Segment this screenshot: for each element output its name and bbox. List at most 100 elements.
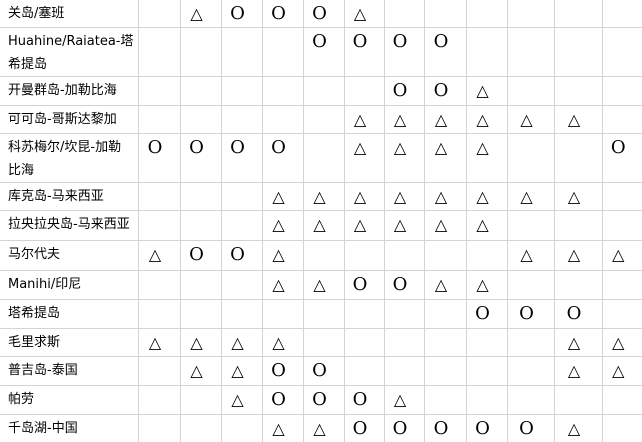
triangle-mark: △ — [476, 110, 489, 129]
circle-mark: O — [312, 31, 327, 52]
triangle-mark: △ — [393, 187, 407, 206]
triangle-mark: △ — [476, 275, 489, 294]
season-cell: △ — [262, 414, 304, 442]
season-cell — [424, 328, 467, 357]
triangle-mark: △ — [567, 245, 581, 264]
table-row: 开曼群岛-加勒比海 O O △ — [0, 76, 642, 106]
season-cell — [466, 385, 508, 415]
season-cell — [303, 133, 345, 183]
season-cell: O — [303, 0, 345, 28]
season-cell: △ — [466, 182, 508, 211]
season-cell — [554, 76, 603, 106]
table-row: 千岛湖-中国 △ △ O O O O O △ — [0, 414, 642, 442]
season-cell — [138, 385, 181, 415]
season-cell — [138, 414, 181, 442]
season-cell: △ — [554, 328, 603, 357]
season-cell — [180, 105, 222, 134]
triangle-mark: △ — [148, 245, 162, 264]
season-cell — [344, 328, 385, 357]
season-cell: O — [262, 133, 304, 183]
circle-mark: O — [392, 31, 408, 52]
table-row: 毛里求斯 △ △ △ △ △ △ — [0, 328, 642, 357]
season-cell — [221, 414, 263, 442]
season-cell — [303, 105, 345, 134]
circle-mark: O — [271, 3, 286, 24]
season-cell — [602, 270, 642, 300]
triangle-mark: △ — [272, 275, 285, 294]
season-cell: △ — [344, 105, 385, 134]
season-cell — [466, 240, 508, 271]
triangle-mark: △ — [272, 187, 285, 206]
circle-mark: O — [312, 3, 327, 24]
season-cell: O — [138, 133, 181, 183]
season-cell — [384, 240, 425, 271]
season-cell — [180, 299, 222, 329]
season-cell: O — [554, 299, 603, 329]
season-cell — [344, 356, 385, 386]
table-row: Manihi/印尼 △ △ O O △ △ — [0, 270, 642, 300]
season-cell — [554, 27, 603, 77]
season-cell — [507, 210, 555, 241]
circle-mark: O — [519, 303, 534, 324]
destination-label: Huahine/Raiatea-塔希提岛 — [0, 27, 139, 77]
destination-label: 塔希提岛 — [0, 299, 139, 329]
triangle-mark: △ — [148, 333, 162, 352]
season-cell — [303, 76, 345, 106]
season-cell — [180, 182, 222, 211]
season-cell — [507, 270, 555, 300]
table-row: 马尔代夫 △ O O △ △ △ △ — [0, 240, 642, 271]
triangle-mark: △ — [353, 215, 367, 234]
table-row: 普吉岛-泰国 △ △ O O △ △ — [0, 356, 642, 386]
season-cell — [344, 76, 385, 106]
season-cell — [602, 414, 642, 442]
table-row: 科苏梅尔/坎昆-加勒比海 O O O O △ △ △ △ O — [0, 133, 642, 183]
triangle-mark: △ — [190, 361, 203, 380]
season-cell — [180, 385, 222, 415]
season-cell: △ — [303, 182, 345, 211]
season-cell: O — [466, 414, 508, 442]
season-cell — [507, 328, 555, 357]
triangle-mark: △ — [567, 333, 581, 352]
season-cell: O — [303, 356, 345, 386]
triangle-mark: △ — [434, 275, 448, 294]
destination-label: 库克岛-马来西亚 — [0, 182, 139, 211]
season-cell — [180, 414, 222, 442]
season-cell — [602, 182, 642, 211]
season-cell: △ — [424, 270, 467, 300]
triangle-mark: △ — [272, 215, 285, 234]
season-cell: △ — [262, 240, 304, 271]
table-row: 关岛/塞班 △ O O O △ — [0, 0, 642, 28]
season-cell — [138, 356, 181, 386]
season-cell — [221, 182, 263, 211]
season-cell — [554, 133, 603, 183]
triangle-mark: △ — [190, 4, 203, 23]
destination-label: 拉央拉央岛-马来西亚 — [0, 210, 139, 241]
season-cell: O — [507, 414, 555, 442]
season-cell: O — [344, 414, 385, 442]
season-cell: △ — [262, 328, 304, 357]
circle-mark: O — [230, 244, 245, 265]
triangle-mark: △ — [434, 187, 448, 206]
triangle-mark: △ — [272, 245, 285, 264]
season-cell — [507, 27, 555, 77]
season-cell: △ — [303, 210, 345, 241]
destination-label: 帕劳 — [0, 385, 139, 415]
season-cell — [466, 328, 508, 357]
circle-mark: O — [352, 274, 368, 295]
season-cell: △ — [602, 328, 642, 357]
circle-mark: O — [230, 137, 245, 158]
table-row: 帕劳 △ O O O △ — [0, 385, 642, 415]
season-cell: △ — [384, 210, 425, 241]
triangle-mark: △ — [272, 419, 285, 438]
season-cell — [554, 385, 603, 415]
season-cell — [138, 27, 181, 77]
triangle-mark: △ — [313, 419, 326, 438]
season-cell — [180, 76, 222, 106]
season-cell: △ — [466, 76, 508, 106]
season-cell: △ — [507, 105, 555, 134]
season-cell: △ — [262, 182, 304, 211]
destination-label: Manihi/印尼 — [0, 270, 139, 300]
season-cell: △ — [303, 270, 345, 300]
destination-label: 千岛湖-中国 — [0, 414, 139, 442]
